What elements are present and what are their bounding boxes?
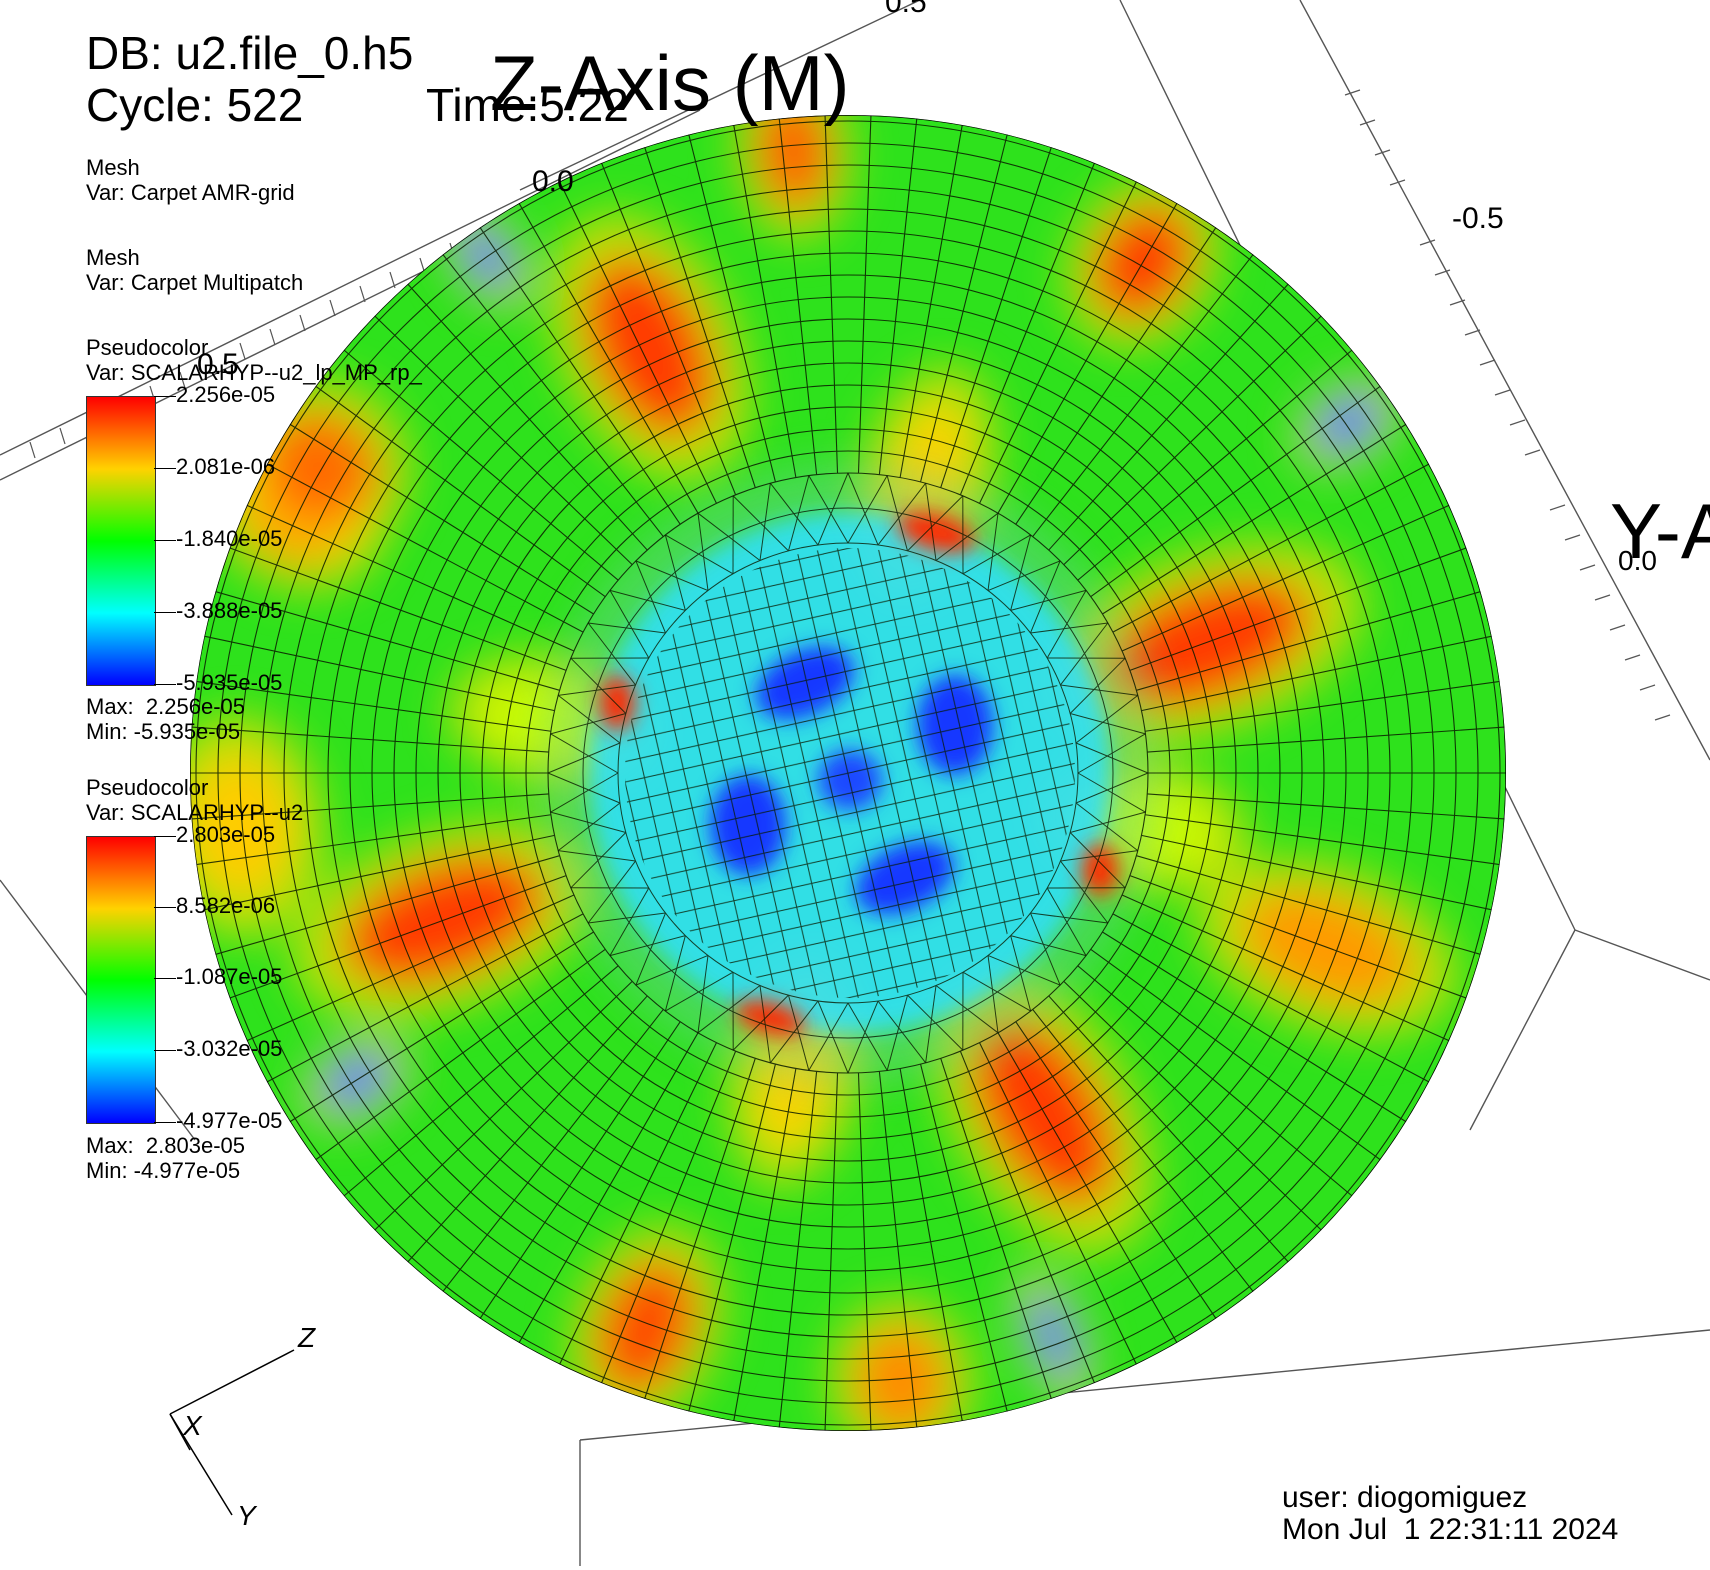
plot-2-var: Var: Carpet Multipatch: [86, 270, 303, 295]
date-label: Mon Jul 1 22:31:11 2024: [1282, 1515, 1618, 1545]
plot-1-type: Mesh: [86, 155, 140, 180]
legend-a-tick: -5.935e-05: [176, 672, 282, 694]
legend-a-max: Max: 2.256e-05: [86, 694, 245, 719]
legend-a-tick: 2.256e-05: [176, 384, 275, 406]
database-label: DB: u2.file_0.h5: [86, 30, 413, 76]
plot-1-var: Var: Carpet AMR-grid: [86, 180, 295, 205]
axis-label-top: 0.5: [885, 0, 927, 20]
legend-b-max: Max: 2.803e-05: [86, 1133, 245, 1158]
legend-a-tick: 2.081e-06: [176, 456, 275, 478]
cycle-label: Cycle: 522: [86, 82, 303, 128]
legend-a-min: Min: -5.935e-05: [86, 719, 240, 744]
legend-a-colorbar: [86, 396, 156, 686]
legend-b-tick: 2.803e-05: [176, 824, 275, 846]
plot-2-type: Mesh: [86, 245, 140, 270]
legend-a-type: Pseudocolor: [86, 335, 208, 360]
triad-y-label: Y: [237, 1500, 256, 1532]
legend-b-colorbar: [86, 836, 156, 1124]
y-axis-title: Y-A: [1610, 492, 1710, 570]
user-label: user: diogomiguez: [1282, 1483, 1527, 1513]
pseudocolor-disk: [148, 56, 1508, 1469]
legend-a-tick: -1.840e-05: [176, 528, 282, 550]
z-axis-title: Z-Axis (M): [490, 44, 850, 122]
legend-b-tick: -1.087e-05: [176, 966, 282, 988]
legend-b-tick: -3.032e-05: [176, 1038, 282, 1060]
legend-a-tick: -3.888e-05: [176, 600, 282, 622]
legend-b-min: Min: -4.977e-05: [86, 1158, 240, 1183]
triad-z-label: Z: [298, 1322, 315, 1354]
axis-label-z-zero: 0.0: [532, 165, 574, 199]
legend-b-tick: 8.582e-06: [176, 895, 275, 917]
legend-b-type: Pseudocolor: [86, 775, 208, 800]
axis-label-left: 0.5: [197, 348, 239, 382]
legend-b-tick: -4.977e-05: [176, 1110, 282, 1132]
axis-label-z-neg: -0.5: [1452, 202, 1504, 236]
triad-x-label: X: [183, 1410, 202, 1442]
